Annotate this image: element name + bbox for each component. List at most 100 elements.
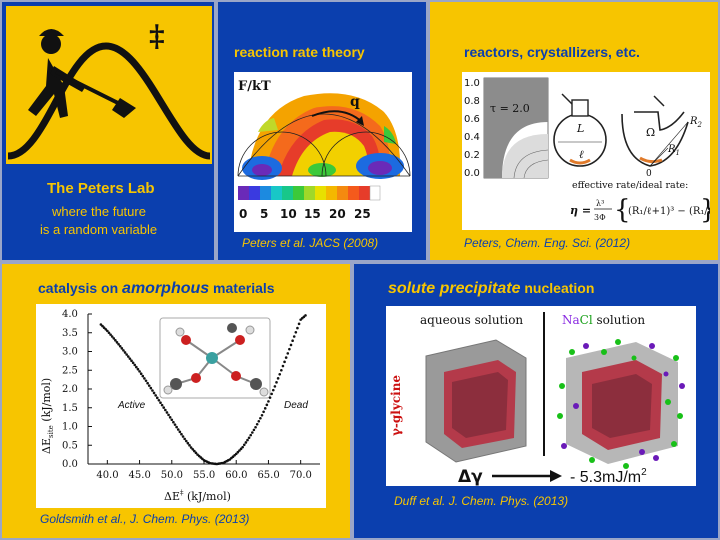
data-point: [167, 413, 170, 417]
data-point: [284, 356, 288, 359]
x-tick-label: 65.0: [257, 470, 279, 481]
svg-text:λ³: λ³: [596, 199, 604, 208]
glycine-label: γ-glycine: [389, 375, 403, 436]
data-point: [294, 330, 298, 334]
data-point: [120, 347, 124, 350]
data-point: [278, 372, 282, 376]
r1-label: R: [667, 144, 676, 155]
data-point: [131, 361, 135, 365]
colorbar: [238, 185, 381, 201]
nucleation-panel: solute precipitate nucleation aqueous so…: [352, 262, 720, 540]
svg-text:}: }: [700, 195, 710, 225]
y-tick-label: 0.0: [62, 459, 78, 470]
lab-tagline-2: is a random variable: [40, 222, 158, 237]
data-point: [280, 368, 283, 372]
data-point: [270, 392, 273, 396]
nacl-label: NaCl solution: [562, 313, 645, 327]
data-point: [288, 347, 291, 351]
data-point: [123, 351, 127, 354]
svg-text:R1: R1: [667, 144, 680, 157]
data-point: [151, 389, 154, 392]
surface-energy-value: - 5.3mJ/m2: [570, 467, 647, 486]
colorbar-tick: 10: [280, 207, 297, 221]
data-point: [183, 437, 186, 441]
axis-tick: 0.2: [464, 150, 480, 161]
data-point: [297, 322, 301, 326]
data-point: [160, 403, 164, 407]
aqueous-crystal: [425, 339, 527, 463]
data-point: [141, 374, 145, 378]
x-tick-label: 50.0: [161, 470, 183, 481]
data-point: [265, 403, 269, 407]
data-point: [259, 416, 262, 420]
data-point: [296, 326, 299, 330]
y-tick-label: 1.5: [62, 403, 78, 414]
nucleation-figure: aqueous solution NaCl solution γ-glycine: [386, 306, 696, 487]
data-point: [273, 385, 277, 388]
data-point: [251, 431, 254, 434]
data-point: [255, 422, 259, 426]
data-point: [117, 342, 120, 346]
data-point: [146, 381, 149, 385]
data-point: [126, 355, 130, 358]
data-point: [165, 411, 169, 414]
data-point: [239, 447, 243, 451]
data-point: [249, 433, 253, 437]
free-energy-plot: F/kT q: [234, 72, 412, 232]
data-point: [260, 413, 264, 417]
data-point: [101, 324, 104, 328]
y-tick-label: 3.5: [62, 328, 78, 339]
data-point: [157, 398, 161, 402]
axis-tick: 0.8: [464, 96, 480, 107]
data-point: [149, 386, 153, 390]
reactors-panel: reactors, crystallizers, etc. 1.0 0.8 0.…: [428, 0, 720, 262]
data-point: [289, 343, 293, 347]
data-point: [181, 435, 185, 438]
axis-tick: 0.6: [464, 114, 480, 125]
data-point: [128, 357, 132, 360]
nucleation-title: solute precipitate nucleation: [388, 280, 594, 298]
colorbar-tick: 0: [239, 207, 247, 221]
data-point: [104, 327, 108, 331]
zero-label: 0: [646, 169, 652, 179]
lab-title: The Peters Lab: [47, 180, 155, 197]
lab-panel: ‡ The Peters Lab where the future is a r…: [0, 0, 216, 262]
formula-caption: effective rate/ideal rate:: [572, 180, 688, 191]
reaction-rate-citation: Peters et al. JACS (2008): [242, 236, 379, 250]
data-point: [118, 344, 122, 348]
data-point: [247, 436, 251, 440]
data-point: [109, 333, 112, 336]
data-point: [180, 432, 183, 436]
data-point: [184, 439, 188, 443]
data-point: [122, 349, 125, 352]
data-point: [186, 441, 190, 445]
data-point: [234, 452, 238, 456]
data-point: [115, 341, 119, 344]
data-point: [178, 430, 182, 434]
x-tick-label: 55.0: [193, 470, 215, 481]
catalysis-title-pre: catalysis on: [38, 280, 123, 296]
axis-tick: 0.4: [464, 132, 480, 143]
y-tick-label: 2.0: [62, 384, 78, 395]
delta-gamma-label: Δγ: [458, 467, 483, 486]
svg-text:{: {: [614, 195, 631, 225]
reaction-rate-panel: reaction rate theory F/kT q: [216, 0, 428, 262]
data-point: [193, 449, 196, 453]
data-point: [246, 438, 249, 442]
nucleation-citation: Duff et al. J. Chem. Phys. (2013): [394, 494, 569, 508]
data-point: [168, 416, 172, 419]
x-tick-label: 45.0: [129, 470, 151, 481]
fkt-label: F/kT: [238, 79, 271, 94]
data-point: [130, 359, 133, 362]
data-point: [194, 451, 198, 455]
axis-tick: 0.0: [464, 168, 480, 179]
catalysis-chart: 4.0 3.5 3.0 2.5 2.0 1.5 1.0 0.5 0.0 40.0 45.0 50.0…: [36, 304, 326, 508]
data-point: [114, 339, 117, 342]
catalysis-title-post: materials: [209, 280, 275, 296]
tau-label: τ = 2.0: [490, 102, 530, 115]
data-point: [242, 443, 246, 447]
y-tick-label: 2.5: [62, 365, 78, 376]
data-point: [110, 335, 114, 338]
catalysis-title: catalysis on amorphous materials: [38, 280, 275, 298]
data-point: [176, 428, 180, 431]
